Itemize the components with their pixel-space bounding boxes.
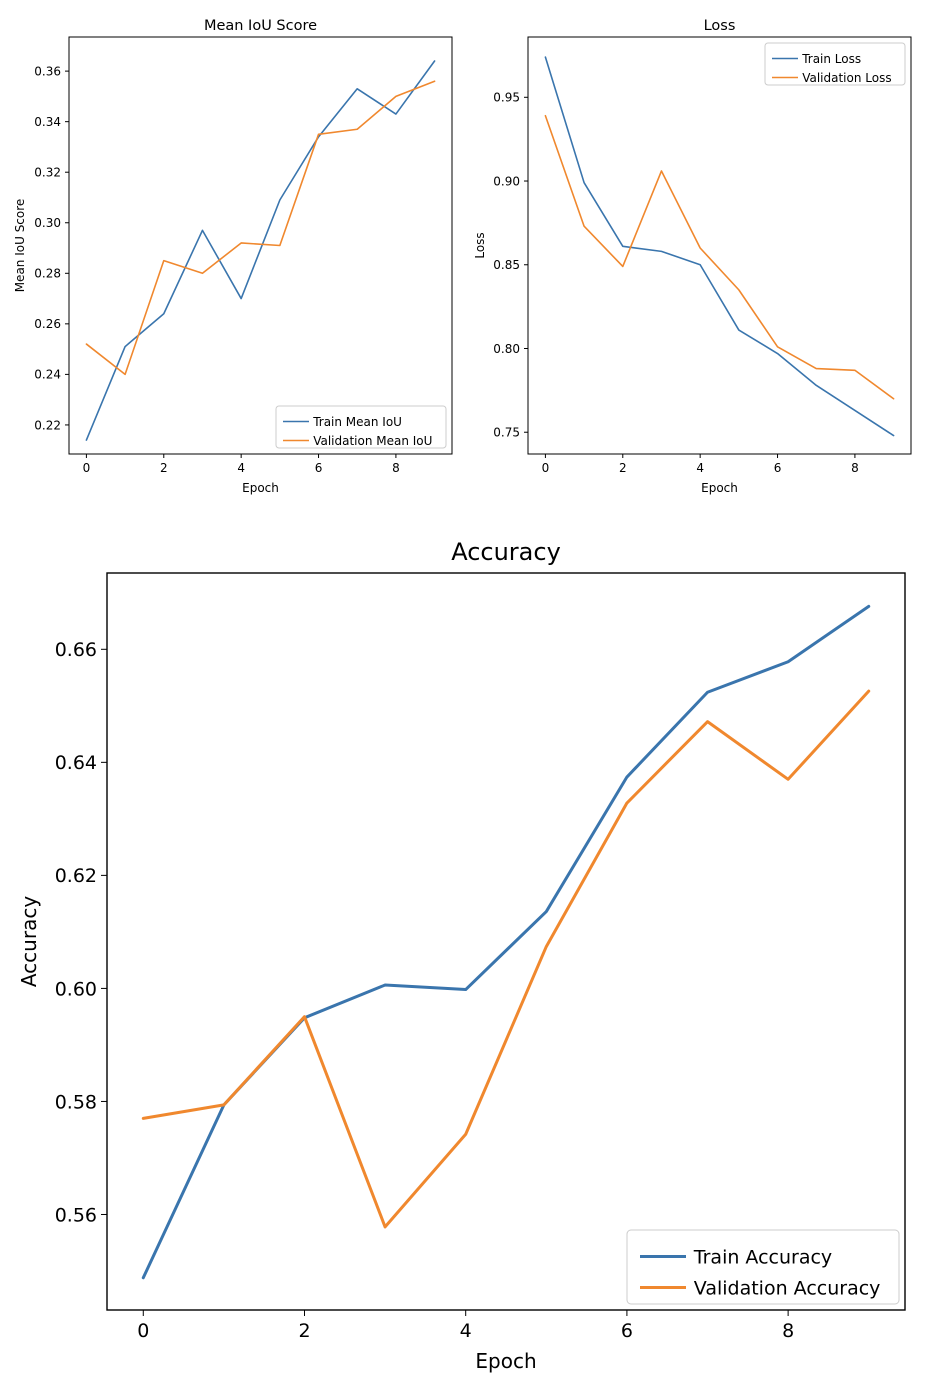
- x-tick-label: 8: [851, 461, 859, 475]
- y-tick-label: 0.80: [493, 342, 520, 356]
- x-tick-label: 6: [621, 1320, 633, 1342]
- series-line-validation-loss: [544, 114, 895, 400]
- x-tick-label: 2: [298, 1320, 310, 1342]
- legend-label: Validation Mean IoU: [313, 434, 432, 448]
- x-tick-label: 2: [619, 461, 627, 475]
- chart-title: Loss: [704, 18, 736, 34]
- x-tick-label: 0: [542, 461, 550, 475]
- legend: Train Mean IoU Validation Mean IoU: [275, 405, 447, 449]
- legend-box: [764, 42, 906, 86]
- series-line-train-accuracy: [141, 604, 871, 1280]
- y-axis-label: Mean IoU Score: [13, 199, 27, 293]
- legend-label: Train Loss: [801, 52, 861, 66]
- x-axis-label: Epoch: [242, 481, 279, 495]
- y-tick-label: 0.28: [34, 267, 61, 281]
- legend: Train Loss Validation Loss: [764, 42, 906, 86]
- legend: Train Accuracy Validation Accuracy: [626, 1229, 900, 1305]
- y-tick-label: 0.22: [34, 418, 61, 432]
- y-tick-label: 0.36: [34, 64, 61, 78]
- y-axis-label: Loss: [473, 232, 487, 258]
- series-line-validation-accuracy: [141, 689, 871, 1229]
- plot-frame: [527, 36, 912, 455]
- y-tick-label: 0.34: [34, 115, 61, 129]
- y-tick-label: 0.62: [55, 865, 97, 887]
- chart-mean-iou-score: Mean IoU Score 0 2 4 6 8 0.22 0.24 0.26 0.28 0.30 0…: [13, 18, 453, 495]
- x-tick-label: 4: [460, 1320, 472, 1342]
- y-tick-label: 0.32: [34, 166, 61, 180]
- x-tick-label: 4: [696, 461, 704, 475]
- legend-label: Validation Accuracy: [694, 1277, 881, 1299]
- y-tick-label: 0.95: [493, 91, 520, 105]
- y-tick-label: 0.58: [55, 1091, 97, 1113]
- legend-label: Validation Loss: [802, 71, 891, 85]
- legend-box: [275, 405, 447, 449]
- y-tick-label: 0.66: [55, 639, 97, 661]
- chart-loss: Loss 0 2 4 6 8 0.75 0.80 0.85 0.90 0.95 Epoch Loss Tr…: [473, 18, 912, 495]
- y-tick-label: 0.60: [55, 978, 97, 1000]
- series-line-validation-mean-iou: [85, 80, 436, 376]
- legend-label: Train Accuracy: [693, 1246, 832, 1268]
- plot-frame: [106, 572, 906, 1311]
- chart-accuracy: Accuracy 0 2 4 6 8 0.56 0.58 0.60 0.62 0.64 0.66 Epo…: [17, 538, 906, 1373]
- y-tick-label: 0.90: [493, 174, 520, 188]
- y-tick-label: 0.85: [493, 258, 520, 272]
- legend-box: [626, 1229, 900, 1305]
- y-tick-label: 0.75: [493, 426, 520, 440]
- x-tick-label: 0: [83, 461, 91, 475]
- x-axis-label: Epoch: [701, 481, 738, 495]
- x-tick-label: 6: [315, 461, 323, 475]
- y-tick-label: 0.24: [34, 368, 61, 382]
- y-tick-label: 0.56: [55, 1204, 97, 1226]
- x-tick-label: 8: [782, 1320, 794, 1342]
- x-tick-label: 8: [392, 461, 400, 475]
- x-tick-label: 2: [160, 461, 168, 475]
- legend-label: Train Mean IoU: [312, 415, 402, 429]
- y-axis-label: Accuracy: [17, 896, 41, 987]
- plot-frame: [68, 36, 453, 455]
- x-tick-label: 6: [774, 461, 782, 475]
- x-tick-label: 4: [237, 461, 245, 475]
- y-tick-label: 0.64: [55, 752, 97, 774]
- x-axis-label: Epoch: [475, 1349, 536, 1373]
- y-tick-label: 0.26: [34, 317, 61, 331]
- chart-title: Accuracy: [451, 538, 561, 566]
- series-line-train-mean-iou: [85, 60, 436, 441]
- x-tick-label: 0: [137, 1320, 149, 1342]
- series-line-train-loss: [544, 56, 895, 437]
- chart-title: Mean IoU Score: [204, 18, 317, 34]
- y-tick-label: 0.30: [34, 216, 61, 230]
